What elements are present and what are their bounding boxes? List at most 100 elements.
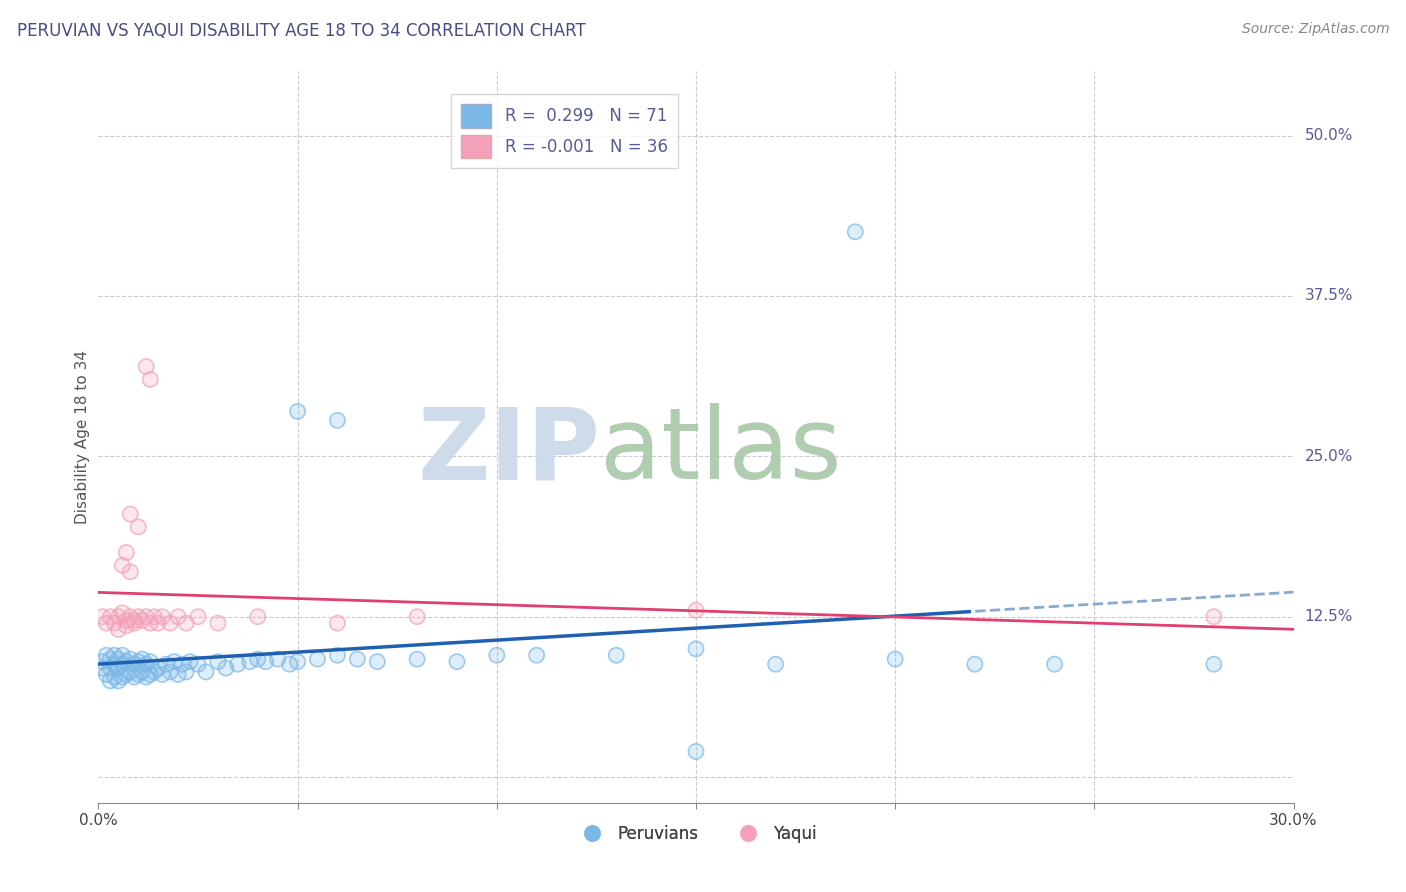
Point bbox=[765, 657, 787, 672]
Point bbox=[239, 655, 262, 669]
Point bbox=[135, 359, 157, 374]
Point bbox=[98, 673, 122, 688]
Point bbox=[96, 616, 118, 631]
Point bbox=[107, 623, 129, 637]
Point bbox=[124, 614, 146, 628]
Point bbox=[111, 648, 134, 663]
Point bbox=[267, 652, 290, 666]
Point bbox=[287, 404, 309, 418]
Point bbox=[1202, 609, 1225, 624]
Point bbox=[124, 614, 146, 628]
Point bbox=[246, 609, 269, 624]
Point bbox=[485, 648, 508, 663]
Point bbox=[884, 652, 907, 666]
Point bbox=[107, 661, 129, 675]
Point bbox=[207, 655, 229, 669]
Point bbox=[98, 661, 122, 675]
Point bbox=[120, 565, 142, 579]
Point bbox=[844, 225, 866, 239]
Point bbox=[111, 606, 134, 620]
Point bbox=[120, 565, 142, 579]
Point bbox=[127, 609, 149, 624]
Point bbox=[195, 665, 218, 679]
Point bbox=[215, 661, 238, 675]
Point bbox=[187, 657, 209, 672]
Point bbox=[135, 657, 157, 672]
Point bbox=[526, 648, 548, 663]
Point bbox=[963, 657, 986, 672]
Point bbox=[115, 655, 138, 669]
Point bbox=[278, 657, 301, 672]
Point bbox=[215, 661, 238, 675]
Point bbox=[406, 652, 429, 666]
Text: atlas: atlas bbox=[600, 403, 842, 500]
Point bbox=[195, 665, 218, 679]
Point bbox=[326, 413, 349, 427]
Point bbox=[148, 661, 170, 675]
Point bbox=[143, 609, 166, 624]
Point bbox=[326, 413, 349, 427]
Text: 37.5%: 37.5% bbox=[1305, 288, 1353, 303]
Point bbox=[765, 657, 787, 672]
Point bbox=[96, 667, 118, 681]
Point bbox=[96, 616, 118, 631]
Point bbox=[98, 652, 122, 666]
Point bbox=[346, 652, 368, 666]
Point bbox=[179, 655, 201, 669]
Point bbox=[103, 616, 125, 631]
Point bbox=[103, 657, 125, 672]
Point bbox=[135, 657, 157, 672]
Point bbox=[172, 657, 194, 672]
Point bbox=[131, 614, 153, 628]
Point bbox=[685, 641, 707, 656]
Point bbox=[155, 657, 177, 672]
Point bbox=[135, 670, 157, 684]
Point bbox=[307, 652, 329, 666]
Point bbox=[91, 661, 114, 675]
Point bbox=[115, 545, 138, 559]
Point bbox=[143, 665, 166, 679]
Point bbox=[174, 665, 197, 679]
Point bbox=[187, 657, 209, 672]
Point bbox=[107, 623, 129, 637]
Point bbox=[111, 657, 134, 672]
Point bbox=[150, 609, 173, 624]
Text: ZIP: ZIP bbox=[418, 403, 600, 500]
Point bbox=[167, 609, 190, 624]
Point bbox=[124, 657, 146, 672]
Point bbox=[91, 609, 114, 624]
Point bbox=[98, 661, 122, 675]
Point bbox=[326, 648, 349, 663]
Point bbox=[120, 652, 142, 666]
Point bbox=[124, 616, 146, 631]
Point bbox=[884, 652, 907, 666]
Point bbox=[159, 665, 181, 679]
Point bbox=[174, 616, 197, 631]
Point bbox=[131, 652, 153, 666]
Point bbox=[115, 545, 138, 559]
Point bbox=[135, 609, 157, 624]
Text: 50.0%: 50.0% bbox=[1305, 128, 1353, 143]
Point bbox=[326, 648, 349, 663]
Point bbox=[107, 673, 129, 688]
Point bbox=[91, 609, 114, 624]
Point bbox=[131, 665, 153, 679]
Point bbox=[120, 609, 142, 624]
Point bbox=[278, 657, 301, 672]
Point bbox=[103, 670, 125, 684]
Point bbox=[287, 655, 309, 669]
Point bbox=[103, 657, 125, 672]
Point bbox=[446, 655, 468, 669]
Point bbox=[406, 652, 429, 666]
Point bbox=[150, 667, 173, 681]
Point bbox=[148, 616, 170, 631]
Point bbox=[226, 657, 249, 672]
Point bbox=[131, 665, 153, 679]
Point bbox=[174, 665, 197, 679]
Point bbox=[139, 667, 162, 681]
Point bbox=[685, 603, 707, 617]
Point bbox=[120, 609, 142, 624]
Point bbox=[124, 616, 146, 631]
Point bbox=[172, 657, 194, 672]
Point bbox=[107, 652, 129, 666]
